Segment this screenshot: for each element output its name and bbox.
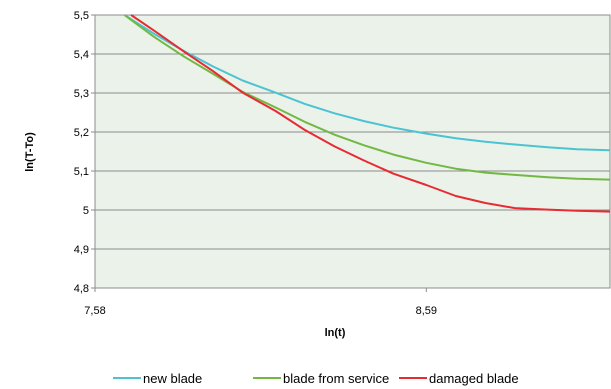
- series-line-damaged-blade: [130, 14, 611, 213]
- x-tick-label: 8,59: [416, 305, 437, 317]
- series-lines: [123, 14, 611, 213]
- y-tick-label: 5,1: [74, 166, 89, 178]
- y-tick-label: 4,8: [74, 283, 89, 295]
- y-tick-label: 4,9: [74, 244, 89, 256]
- x-tick-label: 7,58: [84, 305, 105, 317]
- y-axis-title: ln(T-To): [24, 132, 36, 172]
- y-tick-label: 5: [83, 205, 89, 217]
- legend: new blade blade from service damaged blade: [113, 371, 519, 386]
- y-tick-label: 5,4: [74, 49, 89, 61]
- series-line-new-blade: [123, 14, 611, 152]
- x-axis-title: ln(t): [325, 327, 346, 339]
- legend-label-blade-from-service: blade from service: [283, 371, 389, 386]
- y-tick-label: 5,5: [74, 10, 89, 22]
- legend-label-new-blade: new blade: [143, 371, 202, 386]
- y-axis-ticks: 4,8 4,9 5 5,1 5,2 5,3 5,4 5,5: [74, 10, 95, 295]
- y-tick-label: 5,2: [74, 127, 89, 139]
- x-axis-ticks: 7,58 8,59: [84, 288, 437, 317]
- y-tick-label: 5,3: [74, 88, 89, 100]
- series-line-blade-from-service: [123, 14, 611, 181]
- plot-area: [94, 14, 611, 289]
- legend-label-damaged-blade: damaged blade: [429, 371, 519, 386]
